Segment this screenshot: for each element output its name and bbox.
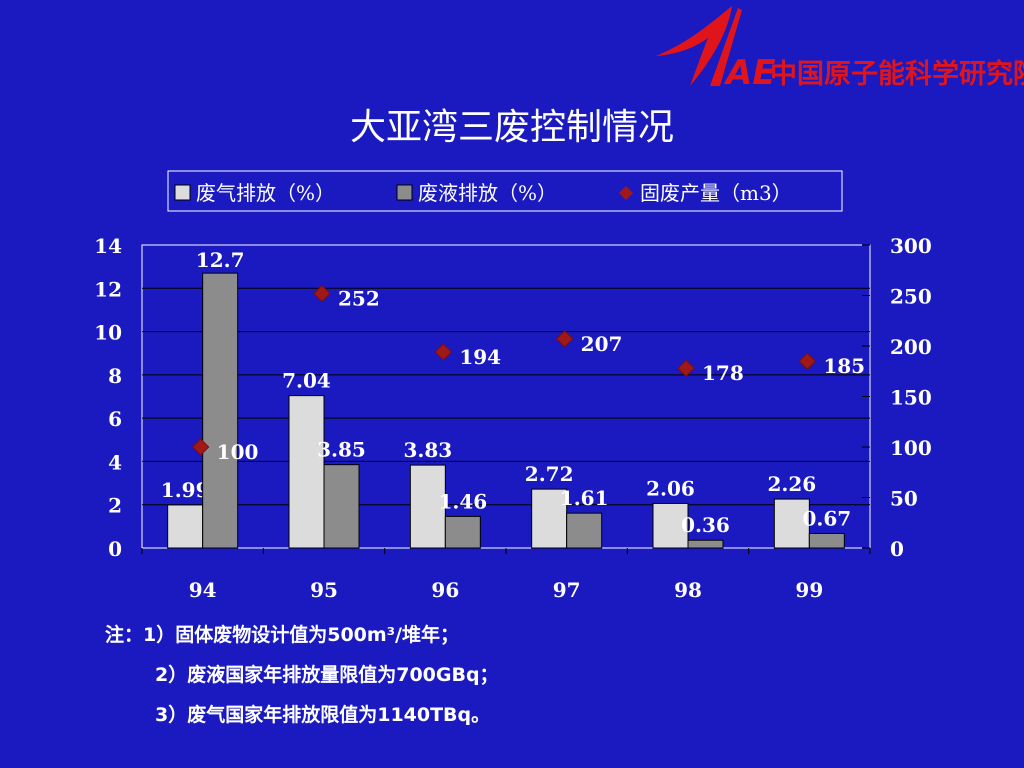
bar-gas [288,395,325,549]
institute-logo: AE [656,6,776,93]
institute-name: 中国原子能科学研究院 [770,59,1024,90]
y-right-tick-label: 100 [890,436,932,460]
solid-waste-marker [434,343,453,361]
x-tick-label: 97 [553,578,581,602]
bar-liquid [202,272,239,549]
y-right-tick-label: 250 [890,285,932,309]
bar-data-label: 0.67 [802,506,851,530]
x-tick-label: 94 [189,578,217,602]
y-right-tick-label: 200 [890,335,932,359]
solid-waste-marker [798,352,817,370]
legend-label: 固废产量（m3） [640,181,792,205]
bar-data-label: 1.46 [438,489,487,513]
y-right-tick-label: 50 [890,487,918,511]
bar-liquid [323,464,360,549]
bar-data-label: 2.26 [767,472,816,496]
plot-area [141,244,871,549]
marker-data-label: 185 [823,354,865,378]
x-tick-label: 95 [310,578,338,602]
page-title: 大亚湾三废控制情况 [349,107,674,148]
legend-marker [619,186,633,200]
bar-gas [531,488,568,549]
bar-liquid [444,515,481,549]
bar-data-label: 12.7 [196,248,245,272]
solid-waste-marker [191,438,210,456]
legend-label: 废液排放（%） [418,181,557,205]
marker-data-label: 194 [459,345,501,369]
logo-mark-text: AE [723,53,776,93]
y-right-tick-label: 300 [890,234,932,258]
solid-waste-marker [313,284,331,303]
legend-swatch [174,184,191,201]
solid-waste-marker [555,330,574,348]
bar-data-label: 2.72 [525,462,574,486]
y-left-tick-label: 8 [108,364,122,388]
waste-control-chart: 0 2 4 6 8 10 12 14 0 50 100 150 200 250 300 94 95 96 97 98 9… [94,170,932,602]
x-tick-label: 98 [674,578,702,602]
bar-data-label: 1.99 [161,478,210,502]
marker-data-label: 178 [702,361,744,385]
legend-swatch [396,184,413,201]
bar-data-label: 1.61 [560,486,609,510]
bar-liquid [687,539,724,549]
y-left-tick-label: 14 [94,234,122,258]
y-left-tick-label: 0 [108,537,122,561]
legend-label: 废气排放（%） [196,181,335,205]
bar-gas [409,464,446,549]
footnote-prefix: 注： [105,624,144,646]
y-right-tick-label: 0 [890,537,904,561]
marker-data-label: 252 [338,286,380,310]
solid-waste-marker [677,359,695,377]
y-left-tick-label: 2 [108,494,122,518]
bar-data-label: 3.83 [403,438,452,462]
bar-data-label: 7.04 [282,369,331,393]
footnote-1: 注：1）固体废物设计值为500m³/堆年； [105,624,459,646]
bar-liquid [566,512,603,549]
bar-liquid [808,532,845,549]
bar-data-label: 2.06 [646,476,695,500]
bar-gas [652,502,689,549]
footnotes: 注：1）固体废物设计值为500m³/堆年； 2）废液国家年排放量限值为700GB… [105,618,499,738]
x-tick-label: 96 [431,578,459,602]
y-left-tick-label: 6 [108,407,122,431]
y-left-tick-label: 10 [94,321,122,345]
bar-gas [773,498,810,549]
footnote-2: 2）废液国家年排放量限值为700GBq； [155,664,499,686]
bar-gas [167,504,204,549]
legend-box [167,170,843,212]
y-right-tick-label: 150 [890,386,932,410]
marker-data-label: 207 [581,332,623,356]
marker-data-label: 100 [217,440,259,464]
footnote-3: 3）废气国家年排放限值为1140TBq。 [155,704,491,726]
y-left-tick-label: 4 [108,450,122,474]
y-left-tick-label: 12 [94,277,122,301]
x-tick-label: 99 [795,578,823,602]
bar-data-label: 3.85 [317,438,366,462]
bar-data-label: 0.36 [681,513,730,537]
logo-sail-mark [656,6,742,86]
